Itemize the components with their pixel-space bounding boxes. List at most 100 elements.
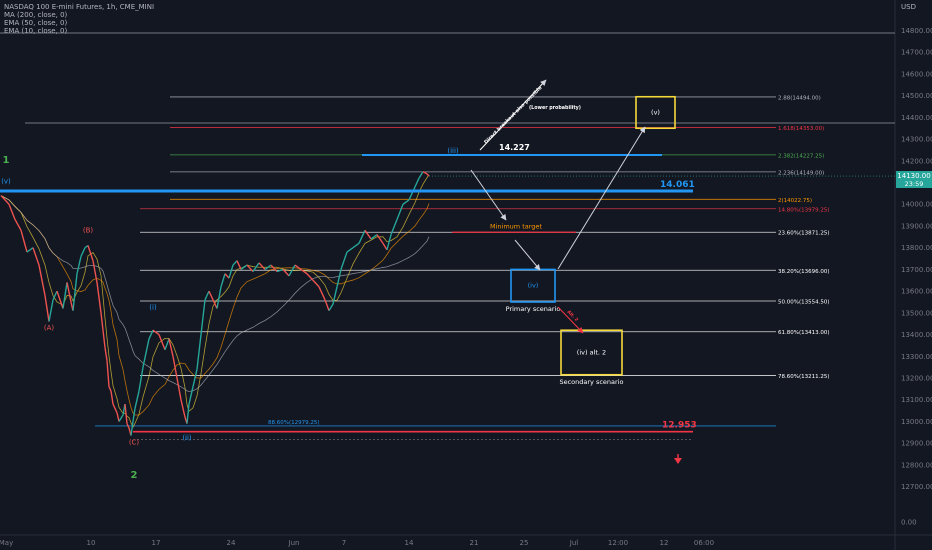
price-segment [176, 377, 182, 400]
price-segment [408, 186, 416, 201]
currency-label: USD [901, 3, 916, 11]
alt-label: Alt. 2 [566, 309, 580, 323]
direct-breakout-label: Direct breakout also possible [483, 85, 544, 146]
x-tick-label: 10 [87, 539, 96, 547]
price-segment [66, 282, 72, 303]
x-tick-label: Jun [288, 539, 300, 547]
ma200-legend[interactable]: MA (200, close, 0) [4, 11, 68, 19]
key-levels: 14.227 14.061 12.953 [0, 143, 697, 440]
y-tick-label: 12800.00 [901, 461, 932, 469]
price-segment [126, 423, 130, 429]
price-segment [390, 219, 398, 235]
price-segment [306, 273, 314, 281]
price-segment [196, 334, 202, 370]
y-tick-label: 13100.00 [901, 396, 932, 404]
price-segment [130, 421, 134, 436]
price-segment [142, 338, 150, 368]
price-segment [102, 330, 106, 348]
price-segment [402, 199, 410, 205]
ema10-legend[interactable]: EMA (10, close, 0) [4, 27, 68, 35]
price-segment [240, 264, 248, 270]
fib-level-label: 1.618(14353.00) [778, 126, 824, 132]
key-level-label: 12.953 [662, 421, 697, 431]
price-segment [172, 356, 178, 379]
projection-arrow [514, 239, 541, 271]
current-price-value: 14130.00 [897, 172, 930, 180]
y-tick-label: 14600.00 [901, 70, 932, 78]
down-arrow-icon [674, 458, 682, 464]
wave-label: (v) [1, 178, 11, 186]
y-tick-label: 13700.00 [901, 266, 932, 274]
price-segment [134, 390, 140, 409]
price-segment [276, 268, 284, 273]
price-segment [208, 290, 214, 301]
moving-average-line [0, 195, 430, 392]
price-segment [300, 268, 308, 275]
scenario-box-label: (v) [651, 108, 660, 116]
price-segment [38, 264, 46, 296]
price-segment [148, 329, 154, 340]
price-segment [328, 303, 334, 312]
price-segment [216, 286, 222, 309]
fib-level-label: 78.60%(13211.25) [778, 374, 830, 380]
price-segment [138, 367, 144, 392]
y-tick-label: 14700.00 [901, 49, 932, 57]
wave-labels: 1 (v) (A) (B) (C) 2 (i) (ii) (iii) [1, 147, 459, 481]
x-tick-label: 21 [470, 539, 479, 547]
price-segment [80, 247, 86, 257]
projection-arrow [479, 79, 547, 151]
price-segment [418, 171, 424, 179]
price-segment [312, 279, 320, 288]
y-tick-label: 0.00 [901, 519, 917, 527]
scenario-caption: Primary scenario [506, 305, 561, 313]
price-segment [396, 203, 404, 220]
price-segment [168, 338, 174, 357]
price-segment [152, 329, 160, 336]
price-segment [100, 312, 104, 331]
fib-level-label: 50.00%(13554.50) [778, 300, 830, 306]
scenario-box [635, 95, 676, 130]
price-segment [246, 264, 254, 273]
price-segment [204, 290, 210, 301]
symbol-title[interactable]: NASDAQ 100 E-mini Futures, 1h, CME_MINI [4, 3, 155, 11]
price-segment [14, 219, 22, 231]
scenario-box-label: (iv) alt. 2 [577, 348, 606, 356]
key-level-label: 14.061 [660, 180, 695, 190]
fib-level-label: 23.60%(13871.25) [778, 231, 830, 237]
wave-label: 1 [3, 155, 10, 166]
price-segment [44, 295, 50, 322]
price-segment [282, 268, 290, 277]
current-price-badge [896, 171, 932, 189]
price-segment [340, 251, 348, 270]
price-segment [62, 282, 68, 309]
fib-level-label: 88.60%(12979.25) [268, 420, 320, 426]
fib-level-label: 2.88(14494.00) [778, 95, 821, 101]
price-segment [186, 404, 190, 424]
price-segment [358, 230, 366, 244]
time-axis[interactable]: May 10 17 24 Jun 7 14 21 25 Jul 12:00 12 06:00 [0, 539, 714, 547]
scenario-boxes: (v) (iv) Primary scenario (iv) alt. 2 Second… [506, 95, 676, 386]
scenario-box [560, 329, 623, 376]
price-segment [232, 260, 238, 266]
x-tick-label: 17 [152, 539, 161, 547]
price-segment [56, 290, 64, 309]
price-segment [106, 360, 110, 387]
price-segment [104, 347, 108, 361]
price-axis[interactable]: 14800.00 14700.00 14600.00 14500.00 14400.00… [901, 27, 932, 527]
price-segment [364, 229, 372, 240]
fib-level-label: 61.80%(13413.00) [778, 330, 830, 336]
projection-arrow [470, 169, 507, 221]
price-segment [336, 269, 342, 287]
y-tick-label: 13900.00 [901, 222, 932, 230]
price-segment [376, 234, 384, 244]
price-segment [220, 273, 226, 287]
ema50-legend[interactable]: EMA (50, close, 0) [4, 19, 68, 27]
projection-arrow [557, 306, 584, 334]
legend: NASDAQ 100 E-mini Futures, 1h, CME_MINI … [4, 3, 154, 35]
y-tick-label: 13200.00 [901, 375, 932, 383]
x-tick-label: 24 [227, 539, 236, 547]
price-segment [370, 234, 378, 240]
price-segment [346, 247, 354, 253]
fibonacci-levels: 2.88(14494.00) 1.618(14353.00) 2.382(14227… [95, 95, 830, 427]
